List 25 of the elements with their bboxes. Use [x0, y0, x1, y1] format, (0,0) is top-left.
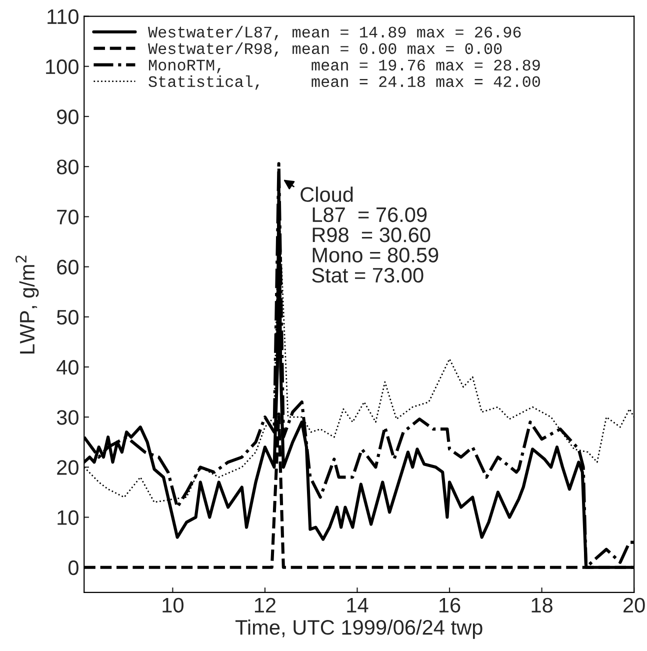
y-tick-label: 110	[48, 9, 78, 24]
y-tick-label: 40	[56, 360, 78, 375]
x-tick-label: 18	[532, 598, 552, 613]
y-tick-label: 20	[57, 460, 78, 475]
x-tick-label: 14	[347, 598, 368, 612]
legend-label: Westwater/L87, mean = 14.89 max = 26.96	[148, 26, 521, 40]
y-tick-label: 90	[57, 109, 78, 124]
y-tick-label: 60	[57, 260, 78, 275]
legend-label: Westwater/R98, mean = 0.00 max = 0.00	[148, 42, 502, 57]
y-axis-title: LWP, g/m$^{2}$	[16, 256, 39, 354]
y-tick-label: 70	[57, 210, 78, 224]
x-tick-label: 20	[624, 598, 645, 613]
x-tick-label: 12	[254, 598, 276, 612]
y-tick-label: 10	[58, 510, 78, 526]
annotation: Cloud L87 = 76.09 R98 = 30.60 Mono = 80.59 Stat = 73.00	[300, 186, 438, 283]
y-tick-label: 100	[46, 59, 78, 74]
legend-label: MonoRTM, mean = 19.76 max = 28.89	[149, 60, 540, 74]
x-axis-title: Time, UTC 1999/06/24 twp	[235, 619, 482, 639]
y-tick-label: 50	[56, 310, 78, 325]
x-tick-label: 16	[440, 598, 460, 613]
y-tick-label: 30	[56, 410, 78, 425]
y-tick-label: 80	[56, 160, 78, 174]
legend-label: Statistical, mean = 24.18 max = 42.00	[148, 75, 540, 90]
y-tick-label: 0	[68, 560, 78, 576]
x-tick-label: 10	[162, 598, 184, 613]
